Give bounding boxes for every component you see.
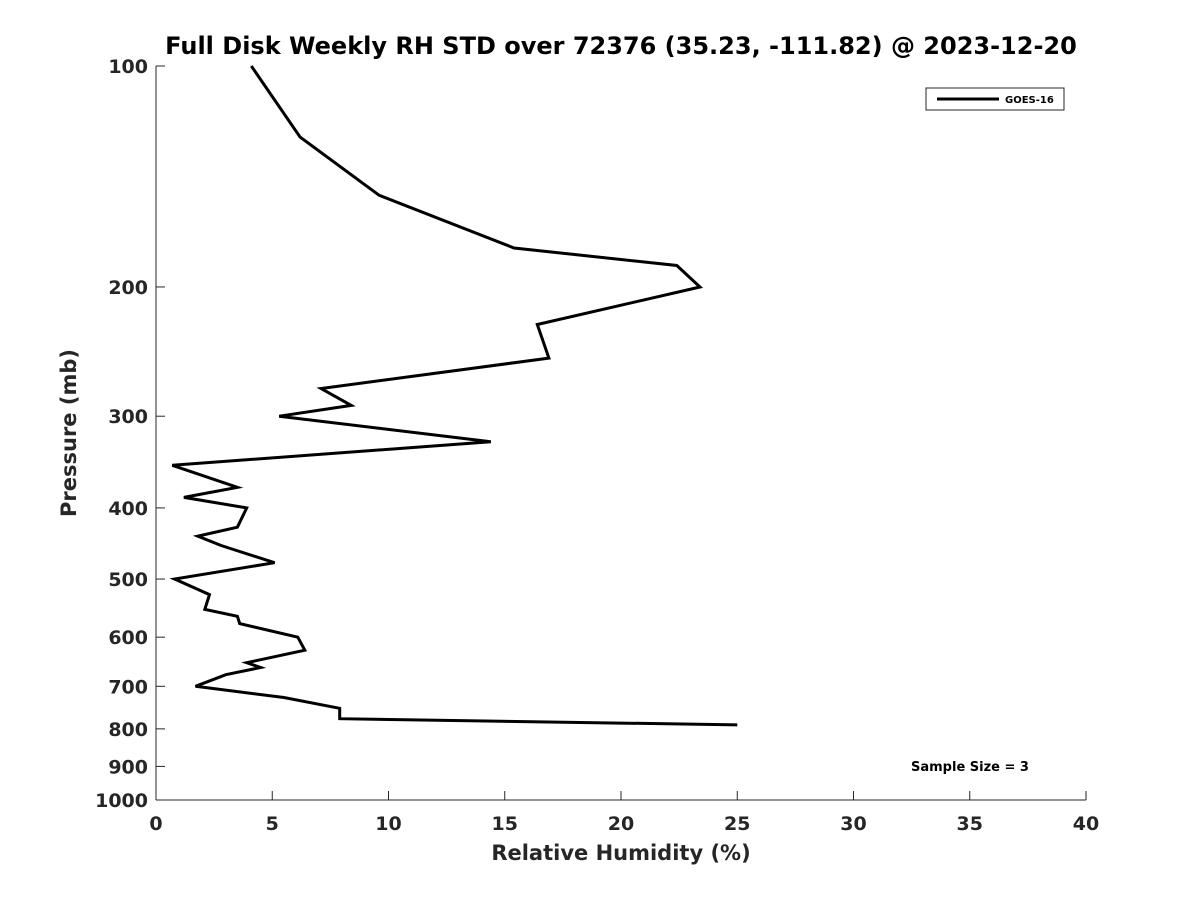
y-axis-label: Pressure (mb) — [57, 349, 81, 517]
x-tick-label-35: 35 — [957, 813, 983, 835]
y-tick-label-400: 400 — [108, 498, 148, 520]
x-tick-label-25: 25 — [724, 813, 750, 835]
series-line-goes-16 — [169, 65, 738, 727]
series-layer — [169, 65, 738, 727]
y-tick-label-900: 900 — [108, 756, 148, 778]
plot-area: 0 5 10 15 20 25 30 35 40 100 200 300 400 500 600 700 80… — [95, 56, 1099, 835]
x-tick-label-5: 5 — [266, 813, 279, 835]
y-tick-label-100: 100 — [108, 56, 148, 78]
legend-label-goes-16: GOES-16 — [1005, 95, 1054, 106]
x-ticks: 0 5 10 15 20 25 30 35 40 — [149, 791, 1099, 835]
chart-title: Full Disk Weekly RH STD over 72376 (35.2… — [165, 32, 1077, 60]
sample-size-annotation: Sample Size = 3 — [911, 760, 1029, 775]
y-tick-label-800: 800 — [108, 719, 148, 741]
y-tick-label-1000: 1000 — [95, 790, 148, 812]
x-tick-label-40: 40 — [1073, 813, 1099, 835]
legend: GOES-16 — [925, 87, 1065, 111]
y-tick-label-200: 200 — [108, 277, 148, 299]
x-tick-label-15: 15 — [492, 813, 518, 835]
x-tick-label-30: 30 — [840, 813, 866, 835]
x-axis-label: Relative Humidity (%) — [491, 841, 750, 865]
y-tick-label-700: 700 — [108, 676, 148, 698]
x-tick-label-0: 0 — [149, 813, 162, 835]
x-tick-label-10: 10 — [375, 813, 401, 835]
y-tick-label-600: 600 — [108, 627, 148, 649]
y-ticks: 100 200 300 400 500 600 700 800 900 1000 — [95, 56, 165, 812]
x-tick-label-20: 20 — [608, 813, 634, 835]
y-tick-label-500: 500 — [108, 569, 148, 591]
y-tick-label-300: 300 — [108, 406, 148, 428]
